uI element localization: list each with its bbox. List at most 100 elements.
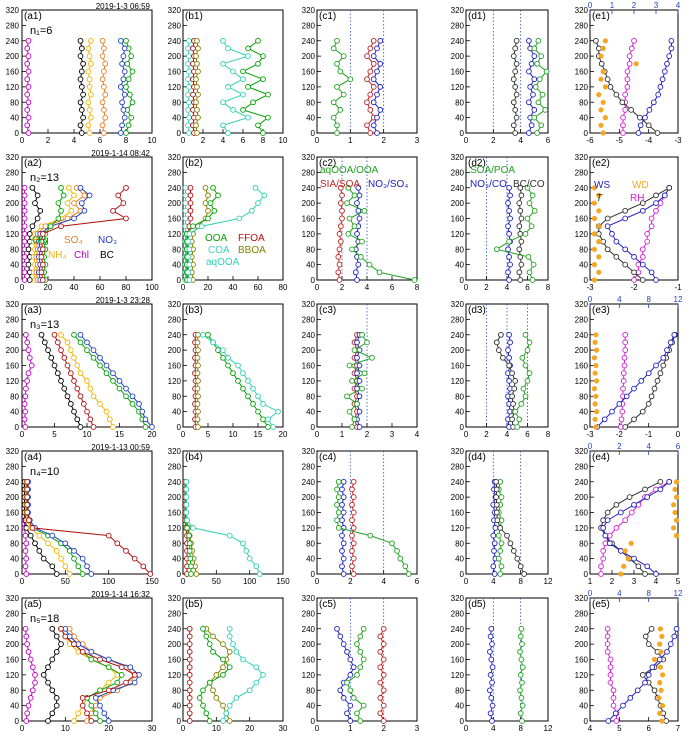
data-point [182, 207, 189, 214]
y-tick-label: 40 [455, 261, 464, 270]
data-point [270, 424, 276, 430]
data-point [102, 60, 109, 67]
data-point [25, 114, 32, 121]
x-tick-label: 0 [464, 430, 469, 439]
data-point [99, 53, 106, 59]
data-point [226, 625, 233, 632]
x-tick-label: 0 [464, 283, 469, 292]
data-point [220, 99, 226, 106]
y-tick-label: 0 [15, 129, 20, 138]
data-point [194, 60, 200, 67]
data-point [518, 695, 525, 701]
panel-label: (d3) [468, 305, 486, 316]
data-point [22, 393, 29, 400]
data-point [74, 362, 81, 369]
data-point [530, 261, 537, 268]
data-point [120, 76, 127, 83]
data-point [84, 563, 90, 570]
y-tick-label: 160 [168, 656, 182, 665]
data-point [631, 385, 637, 392]
data-point [186, 656, 193, 663]
y-tick-label: 240 [168, 478, 182, 487]
data-point [596, 192, 602, 198]
data-point [194, 107, 200, 113]
data-point [335, 254, 342, 260]
panel-label: (b2) [185, 158, 203, 169]
data-point [196, 695, 203, 701]
data-point [45, 664, 51, 671]
data-point [507, 192, 513, 199]
data-point [97, 718, 103, 724]
y-tick-label: 160 [575, 215, 589, 224]
data-point [522, 393, 529, 400]
data-point [487, 687, 493, 694]
data-point [667, 641, 674, 647]
data-point [639, 408, 646, 415]
series-aqOOA [220, 37, 251, 136]
data-point [526, 370, 533, 377]
data-point [628, 45, 635, 52]
data-point [186, 641, 193, 647]
data-point [595, 45, 602, 52]
panel-label: (b5) [185, 599, 203, 610]
data-point [601, 416, 608, 423]
legend-entry: Chl [74, 250, 89, 261]
data-point [638, 378, 645, 384]
data-point [275, 408, 281, 415]
y-tick-label: 80 [455, 686, 464, 695]
data-point [487, 672, 494, 678]
data-point [645, 401, 652, 407]
data-point [622, 548, 628, 554]
legend-entry: aqOOA [206, 257, 240, 268]
data-point [260, 53, 266, 59]
data-point [58, 223, 64, 230]
data-point [101, 710, 108, 717]
data-point [624, 76, 631, 83]
data-point [190, 45, 196, 52]
data-point [186, 718, 193, 724]
data-point [120, 53, 127, 59]
data-point [225, 45, 231, 52]
data-point [77, 37, 84, 44]
data-point [354, 277, 360, 283]
data-point [186, 53, 192, 59]
data-point [194, 37, 200, 44]
x-tick-label: 0 [20, 283, 25, 292]
data-point [61, 354, 68, 361]
data-point [607, 672, 614, 678]
data-point [187, 555, 194, 562]
data-point [356, 362, 363, 369]
data-point [29, 223, 36, 230]
data-point [517, 563, 524, 570]
data-point [504, 532, 510, 539]
x-tick-label: 4 [588, 724, 593, 733]
data-point [202, 184, 209, 191]
data-point [513, 114, 520, 121]
y-tick-label: 200 [168, 346, 182, 355]
row-label: n₂=13 [30, 172, 59, 184]
data-point [80, 401, 87, 407]
data-point [248, 207, 255, 214]
data-point [54, 370, 61, 377]
data-point [24, 378, 31, 384]
data-point [351, 347, 358, 353]
data-point [411, 277, 418, 283]
x-tick-label: 3 [390, 430, 395, 439]
data-point [32, 200, 38, 206]
data-point [139, 408, 146, 415]
legend-entry: FFOA [238, 233, 265, 244]
data-point [186, 261, 193, 268]
data-point [668, 37, 675, 44]
data-point [346, 408, 353, 415]
series-NH4 [85, 37, 94, 136]
y-tick-label: 40 [306, 702, 315, 711]
data-point [67, 370, 74, 377]
data-point [380, 702, 387, 709]
data-point [512, 107, 519, 113]
x-tick-label: 3 [415, 724, 420, 733]
data-point [121, 91, 128, 98]
